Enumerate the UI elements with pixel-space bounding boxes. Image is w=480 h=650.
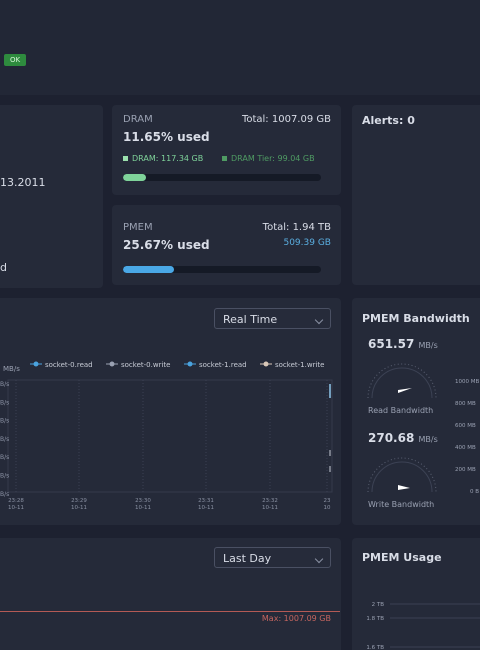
legend-label: socket-0.read: [45, 361, 93, 369]
x-tick-label: 10-11: [198, 505, 214, 511]
info-text: 13.2011: [0, 176, 46, 189]
alerts-card: [352, 105, 480, 285]
pmem-usage-card: [352, 538, 480, 650]
value: 270.68: [368, 431, 415, 445]
top-bar: [0, 0, 480, 95]
y-tick-label: B/s: [0, 473, 9, 480]
x-tick-label: 23: [324, 498, 331, 504]
plot-area: [7, 379, 333, 493]
max-line: [0, 611, 340, 612]
pmem-title: PMEM: [123, 222, 153, 233]
scale-label: 600 MB: [455, 423, 476, 429]
alerts-title: Alerts: 0: [362, 114, 415, 127]
read-value: 651.57 MB/s: [368, 337, 438, 351]
dram-title: DRAM: [123, 114, 153, 125]
status-badge: OK: [4, 54, 27, 66]
scale-label: 200 MB: [455, 467, 476, 473]
pmem-bar: [123, 266, 321, 273]
pmem-bandwidth-title: PMEM Bandwidth: [362, 312, 470, 325]
read-label: Read Bandwidth: [368, 406, 434, 415]
legend-label: socket-1.read: [199, 361, 247, 369]
scale-label: 400 MB: [455, 445, 476, 451]
y-unit: MB/s: [3, 365, 20, 373]
legend-dot: [33, 361, 39, 367]
x-tick-label: 23:28: [8, 498, 24, 504]
x-tick-label: 23:29: [71, 498, 87, 504]
write-value: 270.68 MB/s: [368, 431, 438, 445]
y-tick-label: 1.6 TB: [366, 645, 384, 650]
scale-label: 1000 MB: [455, 379, 479, 385]
pmem-total: Total: 1.94 TB: [262, 222, 331, 233]
legend-label: socket-1.write: [275, 361, 324, 369]
x-tick-label: 10-11: [8, 505, 24, 511]
y-tick-label: B/s: [0, 399, 9, 406]
dram-bar: [123, 174, 321, 181]
x-tick-label: 10-11: [262, 505, 278, 511]
y-tick-label: B/s: [0, 436, 9, 443]
legend-text: DRAM Tier: 99.04 GB: [231, 154, 315, 163]
unit: MB/s: [418, 341, 438, 350]
scale-label: 0 B: [470, 489, 479, 495]
x-tick-label: 10-11: [71, 505, 87, 511]
y-tick-label: 2 TB: [372, 602, 385, 608]
x-tick-label: 10-11: [135, 505, 151, 511]
pmem-usage: 25.67% used: [123, 238, 210, 252]
read-gauge: [367, 363, 437, 399]
range-dropdown[interactable]: Real Time: [214, 308, 331, 329]
legend-label: socket-0.write: [121, 361, 170, 369]
max-label: Max: 1007.09 GB: [261, 614, 331, 623]
pmem-bar-fill: [123, 266, 174, 273]
dram-legend: DRAM: 117.34 GB: [123, 154, 203, 163]
pmem-bandwidth-card: [352, 298, 480, 525]
legend-dot: [263, 361, 269, 367]
dram-usage: 11.65% used: [123, 130, 210, 144]
range-dropdown[interactable]: Last Day: [214, 547, 331, 568]
y-tick-label: B/s: [0, 454, 9, 461]
y-tick-label: B/s: [0, 418, 9, 425]
y-tick-label: 1.8 TB: [366, 616, 384, 622]
dram-legend: DRAM Tier: 99.04 GB: [222, 154, 315, 163]
pmem-usage-title: PMEM Usage: [362, 551, 442, 564]
x-tick-label: 10: [324, 505, 331, 511]
dram-total: Total: 1007.09 GB: [241, 114, 331, 125]
unit: MB/s: [418, 435, 438, 444]
x-tick-label: 23:32: [262, 498, 278, 504]
y-tick-label: B/s: [0, 491, 9, 498]
info-card: [0, 105, 103, 288]
legend-dot: [109, 361, 115, 367]
dram-bar-fill: [123, 174, 146, 181]
bandwidth-card: [0, 298, 341, 525]
info-text: d: [0, 261, 7, 274]
scale-label: 800 MB: [455, 401, 476, 407]
x-tick-label: 23:31: [198, 498, 214, 504]
write-label: Write Bandwidth: [368, 500, 435, 509]
pmem-used: 509.39 GB: [283, 238, 331, 248]
value: 651.57: [368, 337, 415, 351]
write-gauge: [367, 457, 437, 493]
legend-text: DRAM: 117.34 GB: [132, 154, 204, 163]
y-tick-label: B/s: [0, 381, 9, 388]
x-tick-label: 23:30: [135, 498, 151, 504]
legend-dot: [187, 361, 193, 367]
